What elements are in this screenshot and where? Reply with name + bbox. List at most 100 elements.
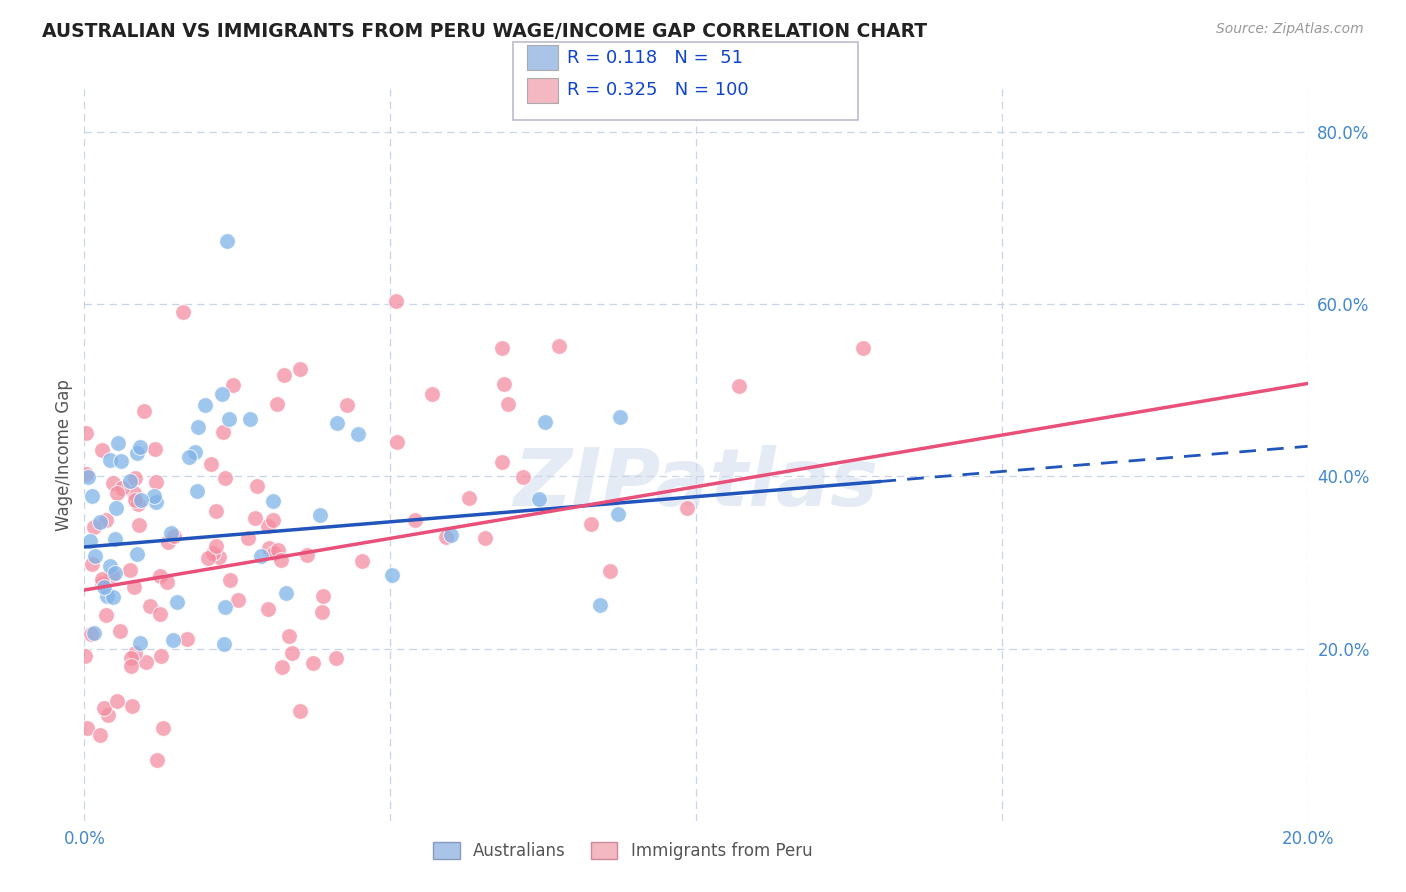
Point	[120, 658, 142, 673]
Point	[420, 386, 443, 401]
Point	[547, 338, 569, 352]
Point	[214, 599, 236, 614]
Point	[218, 412, 240, 426]
Point	[381, 568, 404, 582]
Point	[122, 581, 145, 595]
Point	[326, 416, 349, 430]
Point	[131, 492, 153, 507]
Text: R = 0.325   N = 100: R = 0.325 N = 100	[567, 81, 748, 99]
Point	[239, 412, 262, 426]
Point	[271, 659, 294, 673]
Point	[83, 549, 105, 563]
Point	[186, 484, 208, 499]
Point	[135, 655, 157, 669]
Point	[80, 489, 103, 503]
Point	[491, 455, 513, 469]
Point	[101, 475, 124, 490]
Point	[219, 574, 242, 588]
Point	[111, 481, 134, 495]
Point	[228, 593, 250, 607]
Point	[152, 721, 174, 735]
Point	[404, 513, 426, 527]
Point	[127, 446, 149, 460]
Point	[75, 648, 97, 663]
Point	[257, 519, 280, 533]
Point	[80, 558, 103, 572]
Point	[149, 568, 172, 582]
Point	[204, 504, 226, 518]
Point	[728, 379, 751, 393]
Point	[134, 403, 156, 417]
Point	[200, 457, 222, 471]
Point	[90, 442, 112, 457]
Point	[156, 575, 179, 590]
Point	[125, 547, 148, 561]
Point	[211, 425, 233, 439]
Point	[312, 589, 335, 603]
Point	[249, 549, 271, 563]
Point	[527, 491, 550, 506]
Point	[104, 532, 127, 546]
Y-axis label: Wage/Income Gap: Wage/Income Gap	[55, 379, 73, 531]
Point	[83, 520, 105, 534]
Point	[75, 467, 97, 482]
Point	[100, 567, 122, 582]
Point	[163, 529, 186, 543]
Point	[491, 341, 513, 355]
Point	[194, 398, 217, 412]
Point	[107, 436, 129, 450]
Point	[222, 378, 245, 392]
Point	[245, 510, 267, 524]
Point	[270, 553, 292, 567]
Point	[124, 492, 146, 507]
Point	[157, 535, 180, 549]
Point	[121, 699, 143, 714]
Point	[512, 470, 534, 484]
Point	[93, 580, 115, 594]
Point	[121, 651, 143, 665]
Point	[149, 648, 172, 663]
Point	[278, 629, 301, 643]
Point	[96, 589, 118, 603]
Point	[212, 636, 235, 650]
Point	[263, 546, 285, 560]
Point	[589, 598, 612, 612]
Point	[96, 607, 118, 622]
Point	[173, 304, 195, 318]
Point	[120, 474, 142, 488]
Point	[120, 563, 142, 577]
Point	[79, 534, 101, 549]
Point	[104, 500, 127, 515]
Point	[143, 489, 166, 503]
Point	[675, 501, 697, 516]
Point	[267, 543, 290, 558]
Point	[302, 656, 325, 670]
Point	[496, 397, 519, 411]
Point	[458, 491, 481, 505]
Point	[257, 541, 280, 555]
Legend: Australians, Immigrants from Peru: Australians, Immigrants from Peru	[426, 836, 818, 867]
Point	[162, 632, 184, 647]
Point	[149, 607, 172, 621]
Text: AUSTRALIAN VS IMMIGRANTS FROM PERU WAGE/INCOME GAP CORRELATION CHART: AUSTRALIAN VS IMMIGRANTS FROM PERU WAGE/…	[42, 22, 928, 41]
Point	[98, 559, 121, 574]
Point	[91, 572, 114, 586]
Text: ZIPatlas: ZIPatlas	[513, 445, 879, 524]
Point	[214, 470, 236, 484]
Point	[104, 566, 127, 580]
Point	[607, 507, 630, 521]
Point	[440, 527, 463, 541]
Point	[129, 440, 152, 454]
Point	[579, 516, 602, 531]
Point	[83, 626, 105, 640]
Point	[238, 531, 260, 545]
Point	[128, 518, 150, 533]
Point	[474, 531, 496, 545]
Point	[145, 495, 167, 509]
Point	[122, 486, 145, 500]
Point	[75, 425, 97, 440]
Point	[91, 575, 114, 590]
Point	[207, 549, 229, 564]
Point	[336, 398, 359, 412]
Point	[311, 605, 333, 619]
